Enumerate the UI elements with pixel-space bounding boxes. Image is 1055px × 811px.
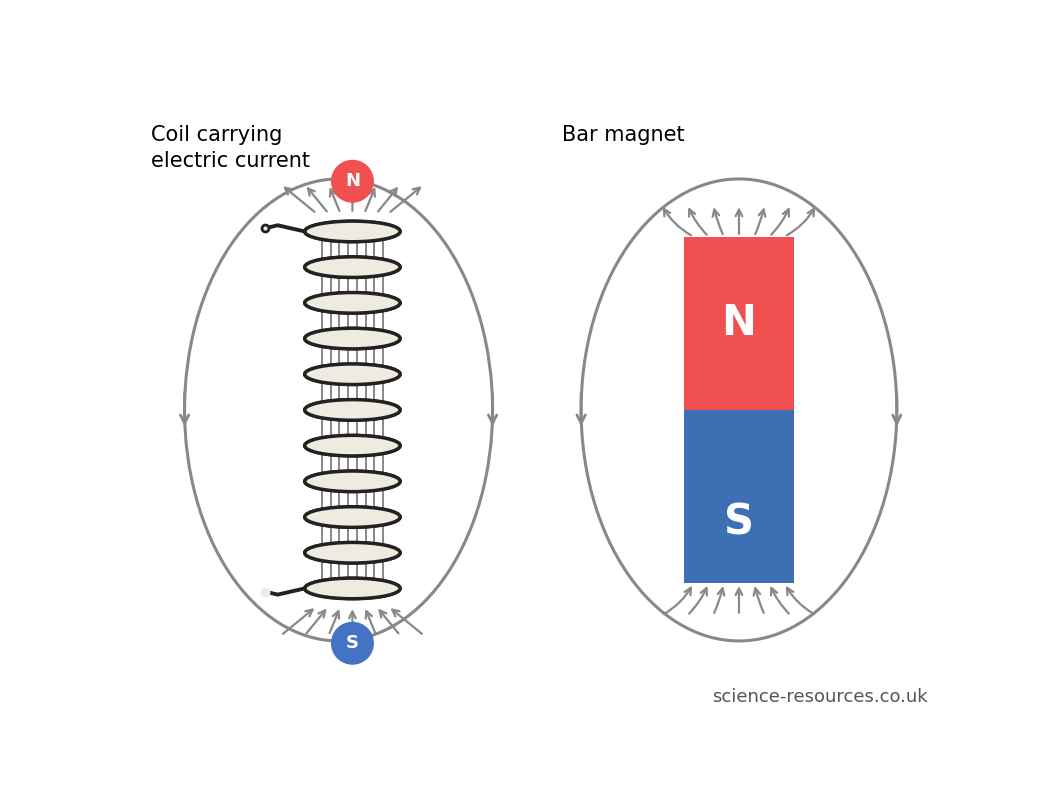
Ellipse shape xyxy=(305,364,400,384)
Ellipse shape xyxy=(305,471,400,491)
Ellipse shape xyxy=(305,221,400,242)
Text: S: S xyxy=(346,634,359,652)
Ellipse shape xyxy=(305,507,400,527)
Ellipse shape xyxy=(305,328,400,349)
Ellipse shape xyxy=(305,257,400,277)
Text: N: N xyxy=(345,172,360,191)
Ellipse shape xyxy=(305,507,400,527)
Bar xyxy=(684,410,794,583)
Text: Bar magnet: Bar magnet xyxy=(562,125,685,145)
Ellipse shape xyxy=(305,328,400,349)
Ellipse shape xyxy=(305,400,400,420)
Text: science-resources.co.uk: science-resources.co.uk xyxy=(712,689,927,706)
Circle shape xyxy=(331,623,373,664)
Ellipse shape xyxy=(305,400,400,420)
Text: N: N xyxy=(722,303,756,345)
Text: S: S xyxy=(724,501,754,543)
Ellipse shape xyxy=(305,364,400,384)
Ellipse shape xyxy=(305,578,400,599)
Ellipse shape xyxy=(305,543,400,563)
Ellipse shape xyxy=(305,436,400,456)
Ellipse shape xyxy=(305,257,400,277)
Bar xyxy=(684,237,794,410)
Circle shape xyxy=(331,161,373,202)
Ellipse shape xyxy=(305,293,400,313)
Text: Coil carrying
electric current: Coil carrying electric current xyxy=(152,125,310,171)
Ellipse shape xyxy=(305,578,400,599)
Ellipse shape xyxy=(305,436,400,456)
Ellipse shape xyxy=(305,543,400,563)
Ellipse shape xyxy=(305,471,400,491)
Ellipse shape xyxy=(305,221,400,242)
Ellipse shape xyxy=(305,293,400,313)
